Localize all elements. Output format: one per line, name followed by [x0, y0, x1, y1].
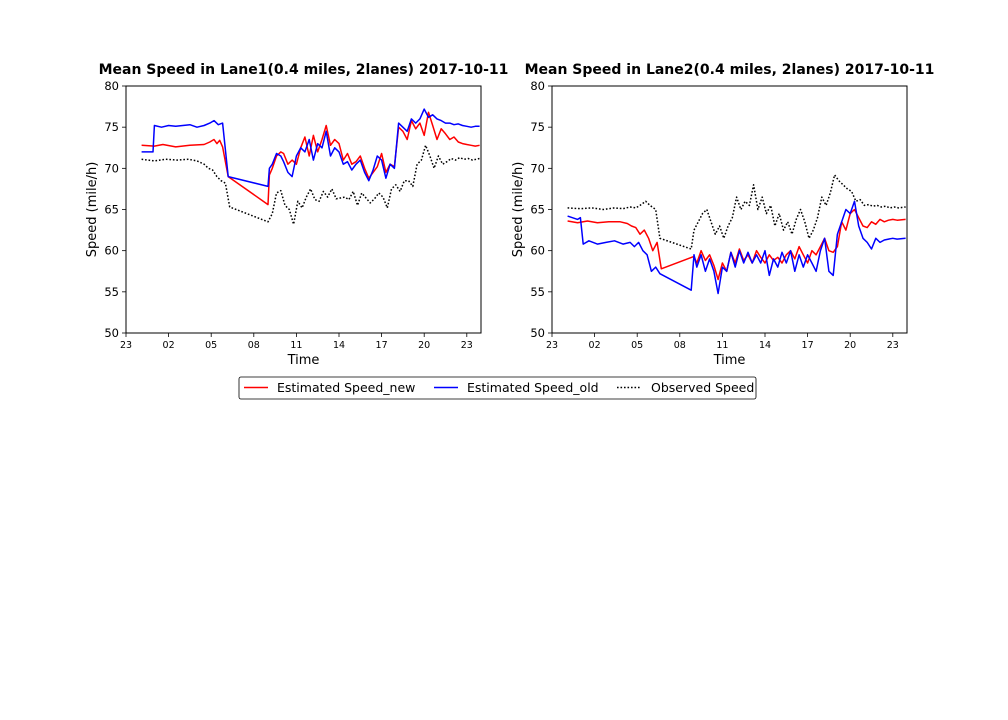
- x-tick-label: 14: [759, 340, 771, 351]
- legend-item-estimated-new: Estimated Speed_new: [244, 380, 415, 395]
- y-axis-label: Speed (mile/h): [511, 162, 526, 258]
- x-tick-label: 05: [631, 340, 643, 351]
- tick-layer: 50 55 60 65 70 75 80 23 02 05 08 11 14 17 20 23: [104, 79, 472, 351]
- x-tick-label: 08: [674, 340, 686, 351]
- y-tick-label: 55: [530, 285, 545, 299]
- y-tick-label: 60: [104, 244, 119, 258]
- x-tick-label: 23: [546, 340, 558, 351]
- x-tick-label: 17: [802, 340, 814, 351]
- y-tick-label: 60: [530, 244, 545, 258]
- legend-item-estimated-old: Estimated Speed_old: [434, 380, 599, 395]
- chart-title: Mean Speed in Lane2(0.4 miles, 2lanes) 2…: [525, 62, 935, 78]
- y-tick-label: 65: [104, 203, 119, 217]
- lane2-chart: Mean Speed in Lane2(0.4 miles, 2lanes) 2…: [511, 62, 934, 368]
- x-tick-label: 20: [844, 340, 856, 351]
- y-tick-label: 50: [104, 326, 119, 340]
- x-tick-label: 11: [716, 340, 728, 351]
- legend-item-observed: Observed Speed: [617, 380, 754, 395]
- series-line-observed-speed: [567, 174, 906, 250]
- tick-layer: 50 55 60 65 70 75 80 23 02 05 08 11 14 17 20 23: [530, 79, 898, 351]
- y-tick-label: 50: [530, 326, 545, 340]
- legend-frame: [238, 376, 757, 400]
- y-tick-label: 80: [530, 79, 545, 93]
- legend: Estimated Speed_new Estimated Speed_old …: [238, 376, 757, 400]
- lane1-chart: Mean Speed in Lane1(0.4 miles, 2lanes) 2…: [85, 62, 508, 368]
- y-tick-label: 75: [104, 120, 119, 134]
- x-tick-label: 14: [333, 340, 345, 351]
- series-layer: [141, 108, 480, 226]
- y-tick-label: 80: [104, 79, 119, 93]
- series-layer: [567, 174, 906, 295]
- legend-label: Observed Speed: [651, 380, 754, 395]
- y-tick-label: 70: [104, 161, 119, 175]
- legend-label: Estimated Speed_new: [277, 380, 415, 395]
- x-axis-label: Time: [713, 353, 746, 368]
- x-tick-label: 05: [205, 340, 217, 351]
- legend-label: Estimated Speed_old: [467, 380, 599, 395]
- x-tick-label: 23: [120, 340, 132, 351]
- x-tick-label: 02: [163, 340, 175, 351]
- series-line-estimated-speed-old: [567, 200, 906, 295]
- x-tick-label: 08: [248, 340, 260, 351]
- chart-title: Mean Speed in Lane1(0.4 miles, 2lanes) 2…: [99, 62, 509, 78]
- x-tick-label: 23: [887, 340, 899, 351]
- x-tick-label: 23: [461, 340, 473, 351]
- x-axis-label: Time: [287, 353, 320, 368]
- x-tick-label: 20: [418, 340, 430, 351]
- y-tick-label: 55: [104, 285, 119, 299]
- y-axis-label: Speed (mile/h): [85, 162, 100, 258]
- series-line-estimated-speed-old: [141, 108, 480, 188]
- series-line-observed-speed: [141, 144, 480, 226]
- series-line-estimated-speed-new: [141, 111, 480, 206]
- x-tick-label: 11: [290, 340, 302, 351]
- x-tick-label: 17: [376, 340, 388, 351]
- x-tick-label: 02: [589, 340, 601, 351]
- y-tick-label: 65: [530, 203, 545, 217]
- y-tick-label: 75: [530, 120, 545, 134]
- y-tick-label: 70: [530, 161, 545, 175]
